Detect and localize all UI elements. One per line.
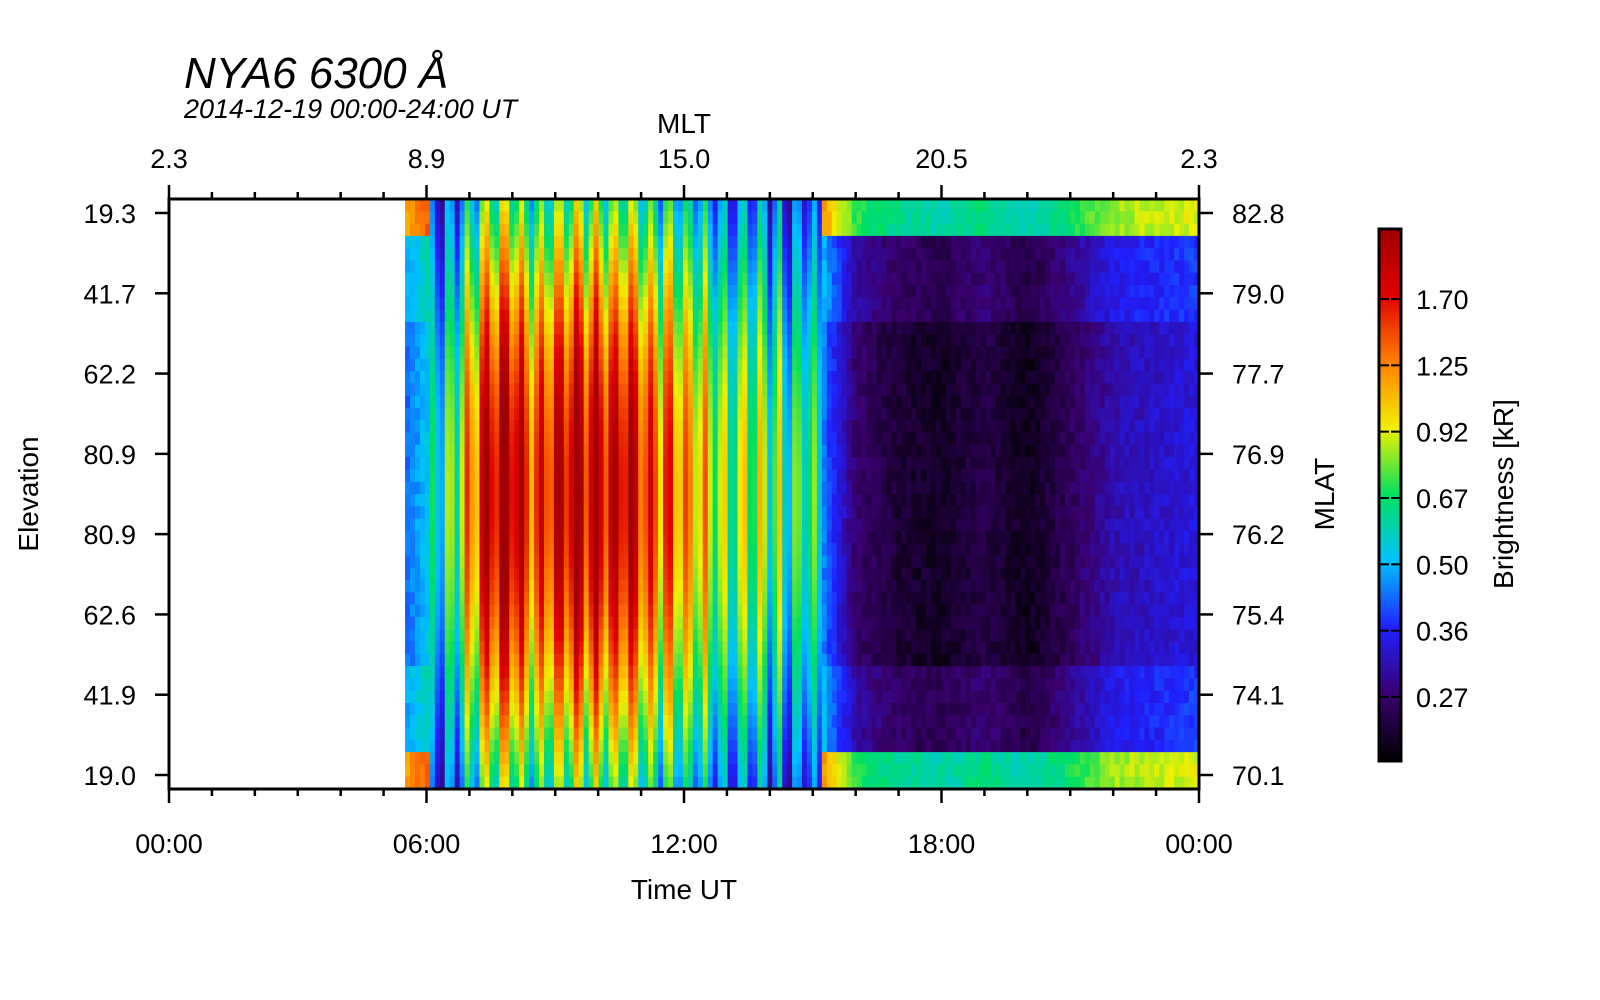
colorbar-tick-label: 0.50	[1416, 550, 1469, 580]
x-tick-label: 12:00	[650, 829, 718, 859]
y-right-tick-label: 74.1	[1232, 681, 1285, 711]
x-top-tick-label: 2.3	[150, 144, 188, 174]
y-left-tick-label: 19.0	[83, 761, 136, 791]
y-left-tick-label: 19.3	[83, 199, 136, 229]
colorbar	[1377, 227, 1403, 763]
colorbar-tick-label: 0.67	[1416, 484, 1469, 514]
y-right-tick-label: 82.8	[1232, 199, 1285, 229]
colorbar-tick-label: 1.25	[1416, 351, 1469, 381]
y-right-tick-label: 76.2	[1232, 520, 1285, 550]
y-right-tick-label: 70.1	[1232, 761, 1285, 791]
y-axis-label: Elevation	[13, 436, 44, 551]
y-right-tick-label: 76.9	[1232, 440, 1285, 470]
heatmap-image	[405, 199, 1200, 790]
y-left-tick-label: 80.9	[83, 440, 136, 470]
axis-ticks	[155, 185, 1213, 803]
x-tick-label: 06:00	[393, 829, 461, 859]
y-left-tick-label: 62.2	[83, 360, 136, 390]
y-right-tick-label: 75.4	[1232, 600, 1285, 630]
y-right-tick-label: 79.0	[1232, 279, 1285, 309]
chart-subtitle: 2014-12-19 00:00-24:00 UT	[183, 94, 520, 124]
x-top-axis-label: MLT	[657, 108, 711, 139]
x-top-tick-label: 15.0	[658, 144, 711, 174]
y-left-tick-label: 62.6	[83, 600, 136, 630]
y-left-tick-label: 80.9	[83, 520, 136, 550]
colorbar-tick-label: 0.92	[1416, 418, 1469, 448]
x-tick-label: 18:00	[908, 829, 976, 859]
x-tick-label: 00:00	[1165, 829, 1233, 859]
colorbar-label: Brightness [kR]	[1488, 399, 1519, 589]
y-left-tick-label: 41.7	[83, 279, 136, 309]
colorbar-tick-label: 0.27	[1416, 683, 1469, 713]
y-right-tick-label: 77.7	[1232, 360, 1285, 390]
x-tick-label: 00:00	[135, 829, 203, 859]
colorbar-tick-label: 1.70	[1416, 285, 1469, 315]
x-top-tick-label: 8.9	[408, 144, 446, 174]
x-top-tick-label: 20.5	[915, 144, 968, 174]
x-axis-label: Time UT	[631, 874, 737, 905]
x-top-tick-label: 2.3	[1180, 144, 1218, 174]
chart-title: NYA6 6300 Å	[184, 49, 448, 98]
y-left-tick-label: 41.9	[83, 681, 136, 711]
y-right-axis-label: MLAT	[1309, 458, 1340, 531]
colorbar-tick-label: 0.36	[1416, 617, 1469, 647]
